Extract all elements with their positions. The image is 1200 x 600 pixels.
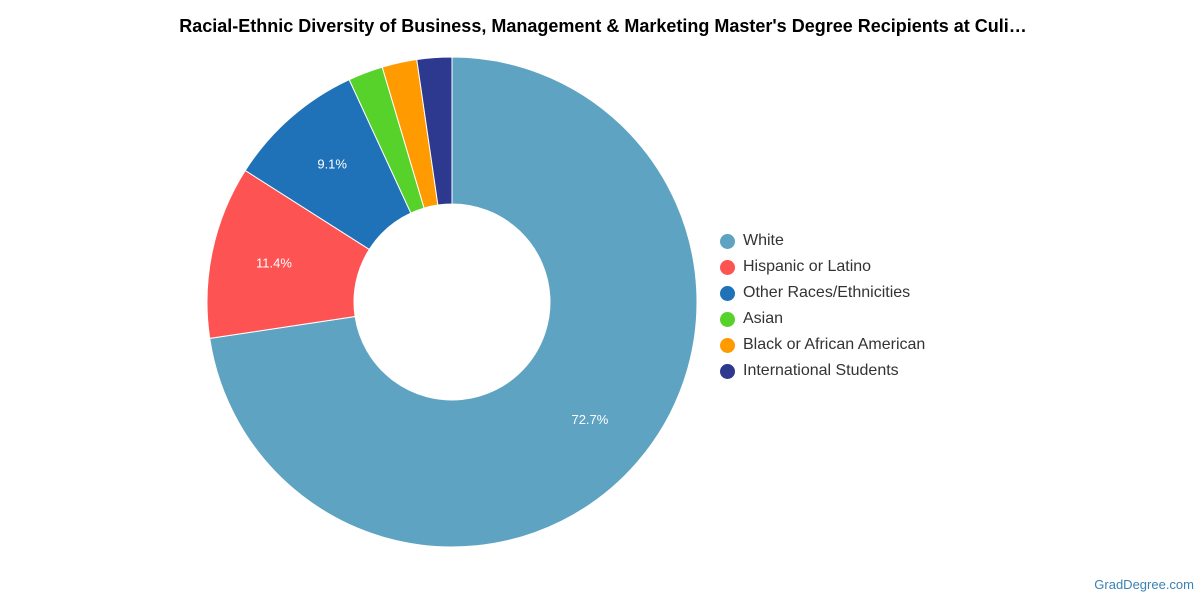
legend-label: Other Races/Ethnicities [743,284,911,301]
legend-item-hispanic-or-latino[interactable]: Hispanic or Latino [720,254,925,280]
slice-hispanic-or-latino[interactable] [206,169,370,339]
legend-marker-icon [720,363,735,379]
legend-label: White [743,232,784,249]
data-labels-group: 72.7% 11.4% 9.1% [256,156,609,427]
legend: White Hispanic or Latino Other Races/Ethni… [720,228,925,384]
legend-item-asian[interactable]: Asian [720,306,925,332]
legend-marker-icon [720,233,735,249]
data-label-other-races-ethnicities: 9.1% [317,156,347,171]
legend-marker-icon [720,337,735,353]
legend-marker-icon [720,259,735,275]
chart-title: Racial-Ethnic Diversity of Business, Man… [179,16,1027,36]
slice-international-students[interactable] [416,56,453,206]
legend-marker-icon [720,285,735,301]
legend-marker-icon [720,311,735,327]
slice-white[interactable] [209,56,698,548]
legend-item-white[interactable]: White [720,228,925,254]
legend-item-black-or-african-american[interactable]: Black or African American [720,332,925,358]
slices-group [206,56,698,548]
legend-label: Asian [743,310,784,327]
legend-label: Hispanic or Latino [743,258,872,275]
data-label-hispanic-or-latino: 11.4% [256,256,292,271]
legend-item-international-students[interactable]: International Students [720,358,925,384]
watermark: GradDegree.com [1094,577,1194,592]
legend-label: Black or African American [743,336,926,353]
legend-label: International Students [743,362,899,379]
data-label-white: 72.7% [571,412,608,427]
legend-item-other-races-ethnicities[interactable]: Other Races/Ethnicities [720,280,925,306]
